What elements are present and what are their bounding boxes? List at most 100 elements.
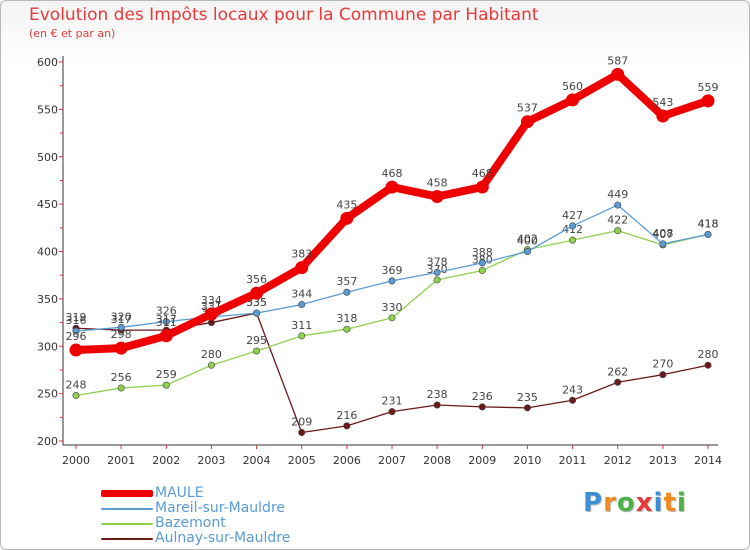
data-label-maule: 311: [156, 316, 177, 329]
data-point-maule: [114, 341, 128, 355]
data-label-aulnay-sur-mauldre: 319: [66, 311, 87, 324]
y-tick-label: 200: [37, 435, 58, 448]
data-point-bazemont: [614, 227, 622, 235]
y-tick-label: 300: [37, 340, 58, 353]
data-label-maule: 559: [698, 81, 719, 94]
x-tick-label: 2001: [107, 454, 135, 467]
x-tick-label: 2013: [649, 454, 677, 467]
chart-subtitle: (en € et par an): [29, 27, 116, 40]
data-label-aulnay-sur-mauldre: 216: [336, 409, 357, 422]
data-point-mareil-sur-mauldre: [162, 318, 170, 326]
x-tick-label: 2014: [694, 454, 722, 467]
data-point-bazemont: [388, 314, 396, 322]
x-tick-label: 2008: [423, 454, 451, 467]
data-label-aulnay-sur-mauldre: 231: [382, 395, 403, 408]
legend-label: Aulnay-sur-Mauldre: [155, 530, 291, 546]
data-label-maule: 296: [66, 330, 87, 343]
data-point-maule: [611, 67, 625, 81]
data-point-mareil-sur-mauldre: [433, 268, 441, 276]
data-point-maule: [69, 343, 83, 357]
data-label-mareil-sur-mauldre: 388: [472, 246, 493, 259]
data-point-aulnay-sur-mauldre: [298, 428, 306, 436]
data-label-mareil-sur-mauldre: 400: [517, 235, 538, 248]
x-tick-label: 2003: [197, 454, 225, 467]
data-label-bazemont: 402: [517, 233, 538, 246]
legend-label: Bazemont: [155, 515, 226, 531]
legend-swatch: [101, 537, 153, 540]
data-label-maule: 435: [336, 198, 357, 211]
data-point-maule: [204, 307, 218, 321]
data-label-aulnay-sur-mauldre: 270: [652, 358, 673, 371]
x-tick-label: 2010: [513, 454, 541, 467]
data-point-maule: [250, 286, 264, 300]
data-label-bazemont: 422: [607, 214, 628, 227]
data-label-bazemont: 311: [291, 319, 312, 332]
data-point-aulnay-sur-mauldre: [478, 403, 486, 411]
data-point-maule: [430, 190, 444, 204]
data-point-maule: [566, 93, 580, 107]
data-label-maule: 468: [382, 167, 403, 180]
logo-letter: r: [603, 488, 617, 518]
x-tick-label: 2005: [288, 454, 316, 467]
legend-swatch: [101, 522, 153, 525]
data-point-maule: [385, 180, 399, 194]
data-label-aulnay-sur-mauldre: 317: [111, 313, 132, 326]
y-tick-label: 500: [37, 151, 58, 164]
data-point-maule: [701, 94, 715, 108]
legend-item-aulnay-sur-mauldre: Aulnay-sur-Mauldre: [101, 531, 290, 546]
series-mareil-sur-mauldre: 316 320 326 331 3353443573693783884004274494…: [66, 188, 719, 335]
data-point-maule: [520, 115, 534, 129]
data-label-mareil-sur-mauldre: 320: [111, 310, 132, 323]
data-label-bazemont: 248: [66, 379, 87, 392]
legend-item-mareil-sur-mauldre: Mareil-sur-Mauldre: [101, 501, 290, 516]
data-label-mareil-sur-mauldre: 369: [382, 264, 403, 277]
data-label-mareil-sur-mauldre: 378: [427, 255, 448, 268]
x-tick-label: 2000: [62, 454, 90, 467]
data-label-bazemont: 418: [698, 217, 719, 230]
data-point-aulnay-sur-mauldre: [704, 361, 712, 369]
data-point-maule: [295, 261, 309, 275]
data-point-aulnay-sur-mauldre: [569, 396, 577, 404]
data-point-maule: [159, 329, 173, 343]
logo-letter: t: [663, 488, 677, 518]
logo-letter: i: [653, 488, 664, 518]
data-point-maule: [340, 211, 354, 225]
data-label-maule: 468: [472, 167, 493, 180]
data-point-bazemont: [162, 381, 170, 389]
data-label-aulnay-sur-mauldre: 236: [472, 390, 493, 403]
x-tick-label: 2012: [604, 454, 632, 467]
data-point-bazemont: [117, 384, 125, 392]
data-label-bazemont: 295: [246, 334, 267, 347]
data-point-mareil-sur-mauldre: [614, 201, 622, 209]
data-point-bazemont: [207, 361, 215, 369]
x-tick-label: 2002: [152, 454, 180, 467]
data-label-maule: 356: [246, 273, 267, 286]
data-point-aulnay-sur-mauldre: [659, 371, 667, 379]
data-label-maule: 298: [111, 328, 132, 341]
data-point-bazemont: [298, 332, 306, 340]
data-label-maule: 537: [517, 102, 538, 115]
data-point-mareil-sur-mauldre: [659, 240, 667, 248]
data-point-bazemont: [569, 236, 577, 244]
data-label-mareil-sur-mauldre: 326: [156, 305, 177, 318]
y-tick-label: 450: [37, 198, 58, 211]
data-label-aulnay-sur-mauldre: 262: [607, 365, 628, 378]
data-point-mareil-sur-mauldre: [343, 288, 351, 296]
data-point-mareil-sur-mauldre: [298, 301, 306, 309]
data-point-aulnay-sur-mauldre: [343, 422, 351, 430]
series-bazemont: 2482562592802953113183303703804024124224…: [66, 214, 719, 400]
data-point-mareil-sur-mauldre: [704, 230, 712, 238]
data-label-aulnay-sur-mauldre: 235: [517, 391, 538, 404]
data-point-bazemont: [478, 266, 486, 274]
legend-item-maule: MAULE: [101, 486, 290, 501]
legend-swatch: [101, 507, 153, 510]
y-tick-label: 550: [37, 103, 58, 116]
data-point-bazemont: [253, 347, 261, 355]
x-tick-label: 2011: [559, 454, 587, 467]
data-point-aulnay-sur-mauldre: [614, 378, 622, 386]
data-label-bazemont: 280: [201, 348, 222, 361]
data-point-mareil-sur-mauldre: [72, 327, 80, 335]
data-point-mareil-sur-mauldre: [117, 323, 125, 331]
